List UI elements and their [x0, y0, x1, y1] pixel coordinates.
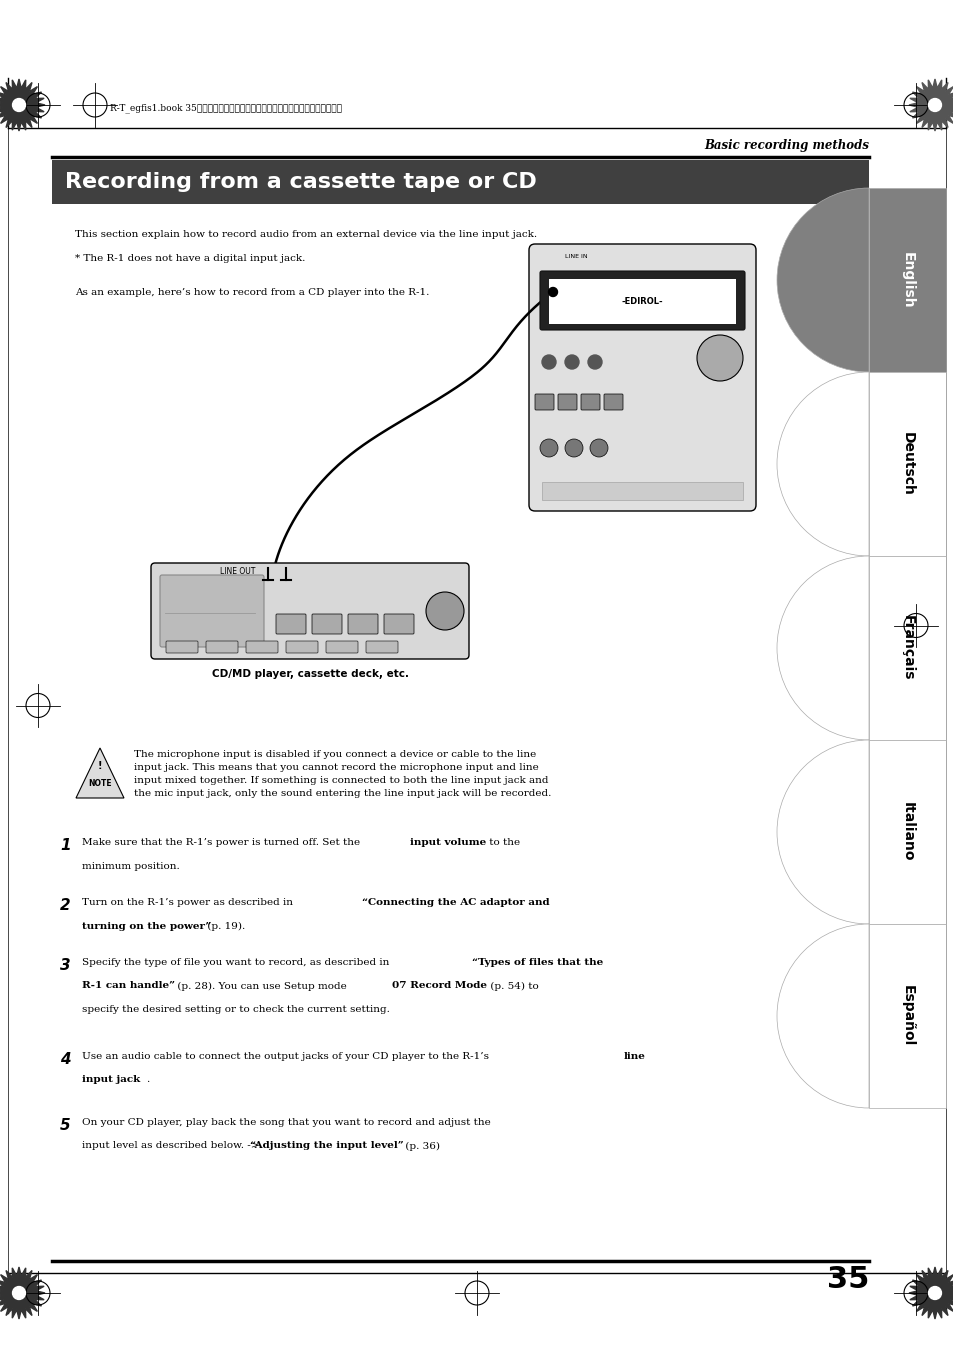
Text: “Types of files that the: “Types of files that the	[472, 958, 602, 967]
FancyBboxPatch shape	[580, 394, 599, 409]
Text: input jack: input jack	[82, 1075, 140, 1085]
Text: !: !	[97, 761, 102, 771]
Circle shape	[697, 335, 742, 381]
Text: NOTE: NOTE	[88, 780, 112, 789]
Text: 1: 1	[60, 838, 71, 852]
Circle shape	[927, 1286, 941, 1300]
FancyBboxPatch shape	[275, 613, 306, 634]
Text: Français: Français	[900, 615, 914, 681]
Text: 35: 35	[825, 1265, 868, 1293]
Text: 07 Record Mode: 07 Record Mode	[392, 981, 486, 990]
Text: “Connecting the AC adaptor and: “Connecting the AC adaptor and	[361, 898, 549, 907]
FancyBboxPatch shape	[868, 924, 945, 1108]
Circle shape	[12, 1286, 26, 1300]
Wedge shape	[776, 924, 868, 1108]
Circle shape	[548, 288, 557, 296]
Text: Recording from a cassette tape or CD: Recording from a cassette tape or CD	[65, 172, 537, 192]
FancyBboxPatch shape	[348, 613, 377, 634]
Text: On your CD player, play back the song that you want to record and adjust the: On your CD player, play back the song th…	[82, 1119, 490, 1127]
Text: specify the desired setting or to check the current setting.: specify the desired setting or to check …	[82, 1005, 390, 1015]
Circle shape	[587, 355, 601, 369]
FancyBboxPatch shape	[366, 640, 397, 653]
Text: As an example, here’s how to record from a CD player into the R-1.: As an example, here’s how to record from…	[75, 288, 429, 297]
Text: to the: to the	[485, 838, 519, 847]
Text: English: English	[900, 251, 914, 308]
Text: input volume: input volume	[410, 838, 486, 847]
Text: Specify the type of file you want to record, as described in: Specify the type of file you want to rec…	[82, 958, 393, 967]
Text: .: .	[146, 1075, 149, 1085]
Polygon shape	[0, 78, 45, 131]
Text: (p. 19).: (p. 19).	[204, 921, 245, 931]
FancyBboxPatch shape	[52, 159, 868, 204]
Text: Basic recording methods: Basic recording methods	[703, 139, 868, 153]
Circle shape	[539, 439, 558, 457]
Text: * The R-1 does not have a digital input jack.: * The R-1 does not have a digital input …	[75, 254, 305, 263]
FancyBboxPatch shape	[166, 640, 198, 653]
FancyBboxPatch shape	[206, 640, 237, 653]
FancyBboxPatch shape	[548, 280, 735, 324]
FancyBboxPatch shape	[326, 640, 357, 653]
Polygon shape	[76, 748, 124, 798]
Text: “Adjusting the input level”: “Adjusting the input level”	[250, 1142, 403, 1151]
Wedge shape	[776, 740, 868, 924]
FancyBboxPatch shape	[868, 372, 945, 557]
FancyBboxPatch shape	[286, 640, 317, 653]
Text: 4: 4	[60, 1052, 71, 1067]
Wedge shape	[776, 557, 868, 740]
Text: (p. 54) to: (p. 54) to	[486, 981, 538, 990]
FancyBboxPatch shape	[868, 740, 945, 924]
FancyBboxPatch shape	[541, 482, 742, 500]
Text: Deutsch: Deutsch	[900, 432, 914, 496]
Polygon shape	[908, 78, 953, 131]
FancyBboxPatch shape	[384, 613, 414, 634]
Text: line: line	[623, 1052, 645, 1061]
Circle shape	[589, 439, 607, 457]
Text: (p. 36): (p. 36)	[401, 1142, 439, 1151]
FancyBboxPatch shape	[603, 394, 622, 409]
Text: R-1 can handle”: R-1 can handle”	[82, 981, 175, 990]
Text: Make sure that the R-1’s power is turned off. Set the: Make sure that the R-1’s power is turned…	[82, 838, 363, 847]
Polygon shape	[908, 1267, 953, 1319]
Text: input level as described below. ->: input level as described below. ->	[82, 1142, 262, 1151]
FancyBboxPatch shape	[558, 394, 577, 409]
FancyBboxPatch shape	[151, 563, 469, 659]
Wedge shape	[776, 372, 868, 557]
Circle shape	[564, 439, 582, 457]
Text: The microphone input is disabled if you connect a device or cable to the line
in: The microphone input is disabled if you …	[133, 750, 551, 797]
FancyBboxPatch shape	[868, 557, 945, 740]
Text: CD/MD player, cassette deck, etc.: CD/MD player, cassette deck, etc.	[212, 669, 408, 680]
Wedge shape	[776, 188, 868, 372]
Text: Español: Español	[900, 985, 914, 1047]
FancyBboxPatch shape	[160, 576, 264, 647]
Text: This section explain how to record audio from an external device via the line in: This section explain how to record audio…	[75, 230, 537, 239]
Text: Turn on the R-1’s power as described in: Turn on the R-1’s power as described in	[82, 898, 296, 907]
Text: 3: 3	[60, 958, 71, 973]
Text: Italiano: Italiano	[900, 802, 914, 862]
Text: 2: 2	[60, 898, 71, 913]
Text: Use an audio cable to connect the output jacks of your CD player to the R-1’s: Use an audio cable to connect the output…	[82, 1052, 492, 1061]
Circle shape	[12, 99, 26, 112]
FancyBboxPatch shape	[868, 188, 945, 372]
Circle shape	[541, 355, 556, 369]
Text: (p. 28). You can use Setup mode: (p. 28). You can use Setup mode	[173, 981, 350, 990]
Circle shape	[426, 592, 463, 630]
Text: minimum position.: minimum position.	[82, 862, 179, 870]
Text: turning on the power”: turning on the power”	[82, 921, 212, 931]
Circle shape	[564, 355, 578, 369]
Polygon shape	[0, 1267, 45, 1319]
Text: R-T_egfis1.book 35ページ　２００５年１１月１１日　金曜日　午後５時１３分: R-T_egfis1.book 35ページ ２００５年１１月１１日 金曜日 午後…	[110, 103, 341, 113]
FancyBboxPatch shape	[312, 613, 341, 634]
Circle shape	[927, 99, 941, 112]
FancyBboxPatch shape	[529, 245, 755, 511]
FancyBboxPatch shape	[246, 640, 277, 653]
Text: LINE OUT: LINE OUT	[220, 567, 255, 577]
FancyBboxPatch shape	[535, 394, 554, 409]
Text: -EDIROL-: -EDIROL-	[621, 297, 662, 307]
Text: LINE IN: LINE IN	[564, 254, 587, 258]
Text: 5: 5	[60, 1119, 71, 1133]
FancyBboxPatch shape	[539, 272, 744, 330]
